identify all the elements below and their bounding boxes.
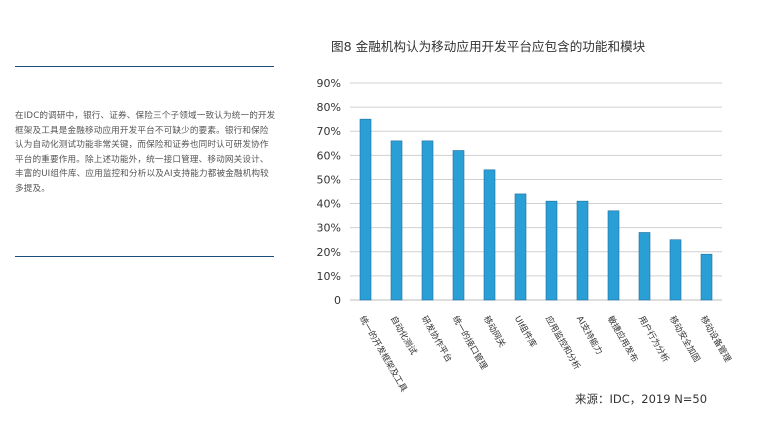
bar — [669, 239, 682, 301]
y-tick-label: 20% — [317, 246, 341, 259]
y-tick-label: 50% — [317, 173, 341, 186]
bar — [483, 169, 496, 301]
y-tick-label: 0 — [334, 294, 341, 307]
x-tick-label: 移动设备管理 — [698, 314, 734, 365]
x-tick-label: 移动网关 — [481, 314, 509, 350]
bar — [700, 253, 713, 301]
x-tick-label: 用户行为分析 — [636, 314, 672, 365]
y-tick-label: 40% — [317, 198, 341, 211]
x-tick-label: AI支持能力 — [574, 314, 606, 357]
y-tick-label: 80% — [317, 101, 341, 114]
bar — [390, 140, 403, 301]
bar — [452, 150, 465, 301]
bottom-divider — [15, 256, 274, 257]
chart-source: 来源：IDC，2019 N=50 — [575, 392, 708, 406]
x-tick-label: 研发协作平台 — [419, 314, 455, 365]
bar — [607, 210, 620, 301]
bar — [514, 193, 527, 301]
chart-title: 图8 金融机构认为移动应用开发平台应包含的功能和模块 — [331, 39, 646, 54]
bar — [359, 118, 372, 301]
y-tick-label: 90% — [317, 77, 341, 90]
x-tick-label: 移动安全加固 — [667, 314, 703, 365]
y-tick-label: 60% — [317, 149, 341, 162]
bar — [638, 232, 651, 301]
y-tick-label: 30% — [317, 222, 341, 235]
x-tick-label: 自动化测试 — [388, 314, 420, 358]
bar — [421, 140, 434, 301]
y-tick-label: 70% — [317, 125, 341, 138]
bar — [545, 200, 558, 301]
y-tick-label: 10% — [317, 270, 341, 283]
top-divider — [15, 66, 274, 67]
bar — [576, 200, 589, 301]
x-tick-label: UI组件库 — [512, 314, 540, 350]
x-tick-label: 敏捷应用发布 — [605, 314, 641, 365]
side-description: 在IDC的调研中，银行、证券、保险三个子领域一致认为统一的开发框架及工具是金融移… — [15, 111, 276, 194]
